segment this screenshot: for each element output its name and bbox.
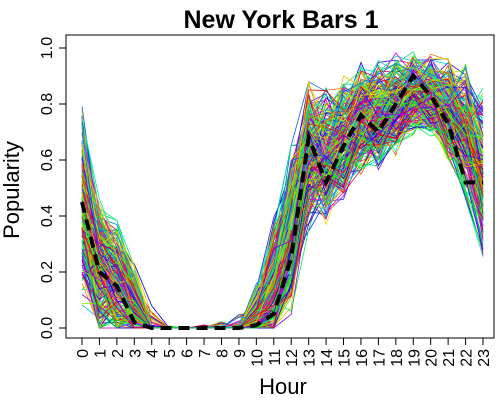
y-tick-label: 0.0 <box>39 317 56 339</box>
background-series-line <box>81 69 484 329</box>
x-tick-label: 7 <box>197 349 214 358</box>
x-tick-label: 6 <box>180 349 197 358</box>
y-axis: 0.0 0.2 0.4 0.6 0.8 1.0 <box>39 37 67 339</box>
background-series-line <box>81 83 484 329</box>
chart-title: New York Bars 1 <box>183 6 378 34</box>
x-tick-label: 2 <box>110 349 127 358</box>
mean-series-layer <box>80 72 483 330</box>
x-tick-label: 20 <box>424 349 441 367</box>
x-axis-label: Hour <box>259 374 307 399</box>
x-tick-label: 14 <box>319 349 336 367</box>
x-tick-label: 21 <box>441 349 458 367</box>
x-tick-label: 10 <box>249 349 266 367</box>
y-tick-label: 0.8 <box>39 93 56 115</box>
x-tick-label: 4 <box>145 349 162 358</box>
x-axis: 0 1 2 3 4 5 6 7 8 9 10 11 12 13 14 15 16 17 18 19 20 21 22 23 <box>75 337 493 367</box>
x-tick-label: 0 <box>75 349 92 358</box>
y-tick-label: 1.0 <box>39 37 56 59</box>
x-tick-label: 13 <box>302 349 319 367</box>
background-series-line <box>81 58 484 329</box>
mean-series-line <box>80 72 483 330</box>
y-tick-label: 0.4 <box>39 205 56 227</box>
x-tick-label: 22 <box>459 349 476 367</box>
x-tick-label: 17 <box>371 349 388 367</box>
x-tick-label: 11 <box>267 349 284 366</box>
x-tick-label: 3 <box>127 349 144 358</box>
x-tick-label: 1 <box>92 349 109 358</box>
y-tick-label: 0.2 <box>39 261 56 283</box>
x-tick-label: 5 <box>162 349 179 358</box>
x-tick-label: 19 <box>406 349 423 367</box>
x-tick-label: 12 <box>284 349 301 367</box>
x-tick-label: 8 <box>214 349 231 358</box>
y-tick-label: 0.6 <box>39 149 56 171</box>
x-tick-label: 16 <box>354 349 371 367</box>
x-tick-label: 9 <box>232 349 249 358</box>
y-axis-label: Popularity <box>0 141 24 239</box>
x-tick-label: 18 <box>389 349 406 367</box>
x-tick-label: 15 <box>337 349 354 367</box>
x-tick-label: 23 <box>476 349 493 367</box>
background-series-line <box>81 65 484 329</box>
